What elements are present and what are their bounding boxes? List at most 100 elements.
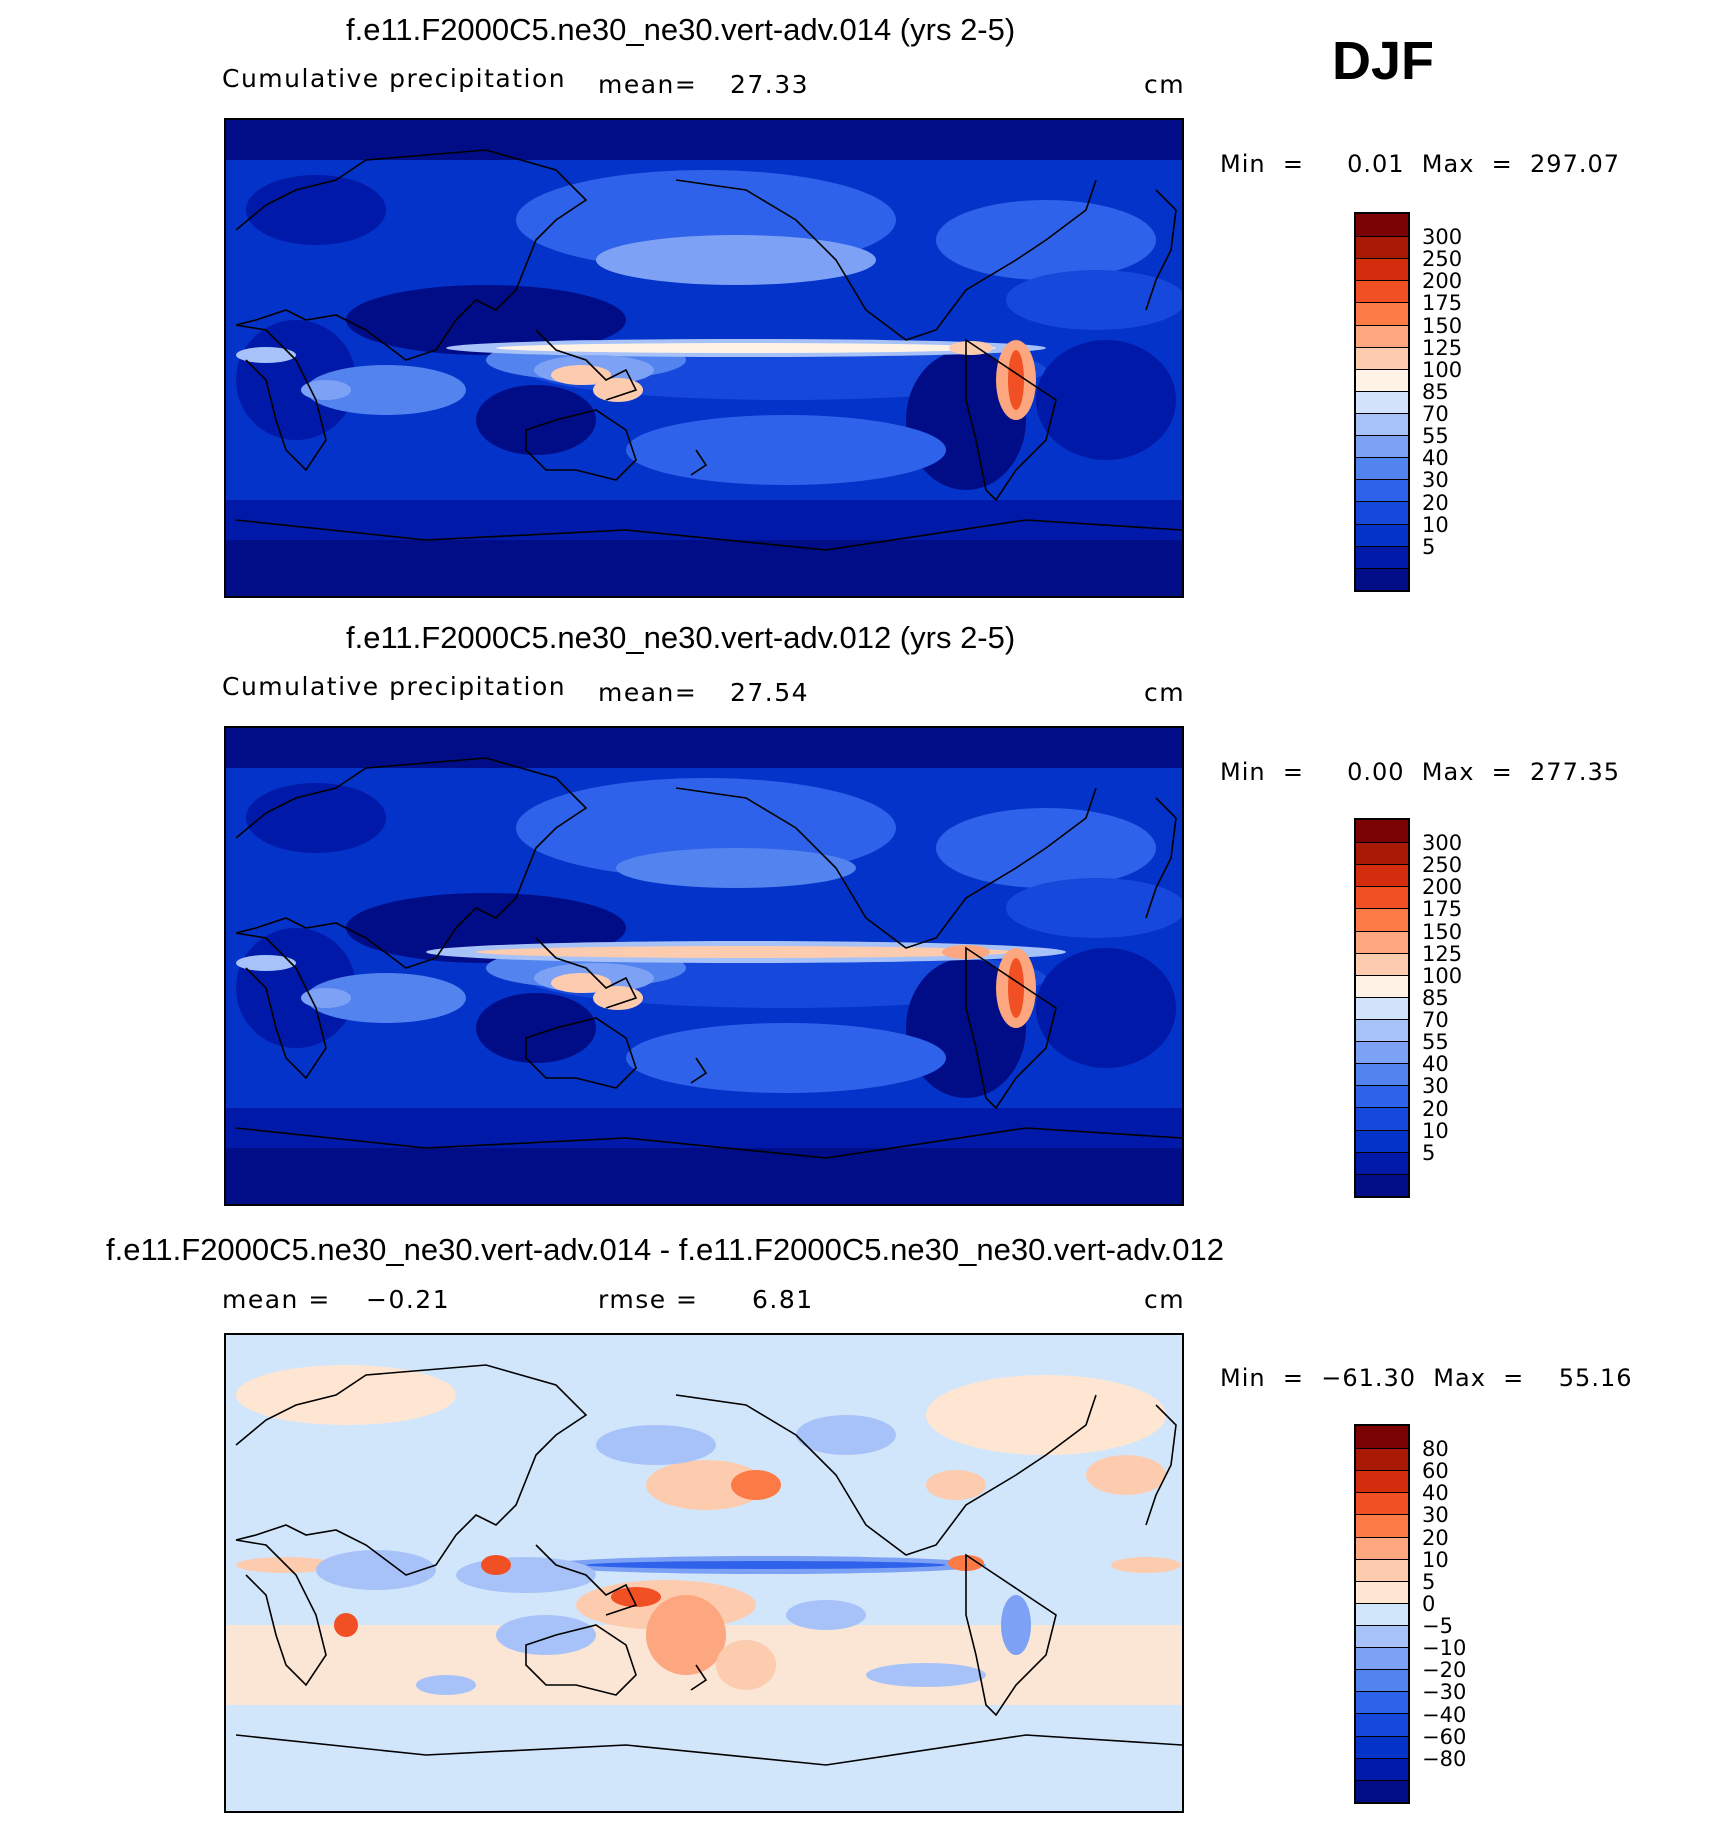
colorbar-3-swatch	[1356, 1713, 1408, 1736]
colorbar-2-swatch	[1356, 1107, 1408, 1130]
panel-3-title: f.e11.F2000C5.ne30_ne30.vert-adv.014 - f…	[106, 1232, 1224, 1267]
colorbar-1-swatch	[1356, 214, 1408, 237]
colorbar-3-tick-label: 0	[1422, 1591, 1436, 1616]
colorbar-2-swatch	[1356, 1085, 1408, 1108]
panel-3-mean-label: mean =	[222, 1285, 331, 1314]
colorbar-1-swatch	[1356, 567, 1408, 590]
colorbar-1-tick-label: 5	[1422, 534, 1436, 559]
colorbar-2-tick-label: 300	[1422, 831, 1463, 856]
colorbar-1-tick-label: 40	[1422, 446, 1449, 471]
colorbar-2-tick-label: 175	[1422, 897, 1463, 922]
panel-3-colorbar	[1354, 1424, 1410, 1804]
colorbar-1-swatch	[1356, 412, 1408, 436]
colorbar-2-swatch	[1356, 952, 1408, 975]
panel-1-min-max: Min = 0.01 Max = 297.07	[1220, 150, 1621, 178]
colorbar-1-swatch	[1356, 479, 1408, 502]
colorbar-3-swatch	[1356, 1647, 1408, 1670]
colorbar-2-swatch	[1356, 864, 1408, 887]
colorbar-2-tick-label: 100	[1422, 963, 1463, 988]
panel-2-units: cm	[1144, 678, 1186, 707]
panel-2-precip-field	[226, 728, 1182, 1204]
colorbar-1-tick-label: 300	[1422, 225, 1463, 250]
panel-1-variable-label: Cumulative precipitation	[222, 64, 567, 93]
colorbar-1-tick-label: 175	[1422, 291, 1463, 316]
colorbar-1-swatch	[1356, 523, 1408, 546]
colorbar-1-swatch	[1356, 280, 1408, 303]
colorbar-3-swatch	[1356, 1735, 1408, 1758]
colorbar-3-swatch	[1356, 1470, 1408, 1493]
colorbar-1-swatch	[1356, 324, 1408, 347]
colorbar-1-tick-label: 100	[1422, 357, 1463, 382]
colorbar-2-swatch	[1356, 1063, 1408, 1086]
panel-2-min-max: Min = 0.00 Max = 277.35	[1220, 758, 1621, 786]
colorbar-2-tick-label: 150	[1422, 919, 1463, 944]
colorbar-3-tick-label: −60	[1422, 1724, 1467, 1749]
colorbar-3-swatch	[1356, 1492, 1408, 1515]
colorbar-3-swatch	[1356, 1602, 1408, 1625]
colorbar-1-swatch	[1356, 435, 1408, 458]
colorbar-1-tick-label: 30	[1422, 468, 1449, 493]
colorbar-3-swatch	[1356, 1691, 1408, 1714]
panel-3-mean-value: −0.21	[366, 1285, 451, 1314]
panel-3-map	[224, 1333, 1184, 1813]
panel-1-mean-value: 27.33	[730, 70, 810, 99]
colorbar-2-swatch	[1356, 1129, 1408, 1152]
panel-3-units: cm	[1144, 1285, 1186, 1314]
colorbar-2-tick-label: 40	[1422, 1052, 1449, 1077]
colorbar-3-tick-label: −20	[1422, 1658, 1467, 1683]
colorbar-3-tick-label: 5	[1422, 1569, 1436, 1594]
colorbar-3-swatch	[1356, 1624, 1408, 1648]
colorbar-3-tick-label: 60	[1422, 1459, 1449, 1484]
colorbar-2-tick-label: 200	[1422, 875, 1463, 900]
colorbar-1-swatch	[1356, 368, 1408, 391]
colorbar-1-tick-label: 20	[1422, 490, 1449, 515]
colorbar-1-tick-label: 125	[1422, 335, 1463, 360]
season-label: DJF	[1332, 31, 1435, 91]
colorbar-3-tick-label: 80	[1422, 1437, 1449, 1462]
panel-1-mean-label: mean=	[598, 70, 698, 99]
panel-2-variable-label: Cumulative precipitation	[222, 672, 567, 701]
colorbar-2-swatch	[1356, 842, 1408, 865]
colorbar-3-swatch	[1356, 1558, 1408, 1581]
colorbar-2-tick-label: 85	[1422, 985, 1449, 1010]
panel-1-units: cm	[1144, 70, 1186, 99]
colorbar-1-swatch	[1356, 346, 1408, 369]
colorbar-1-tick-label: 250	[1422, 247, 1463, 272]
colorbar-1-swatch	[1356, 236, 1408, 259]
colorbar-1-swatch	[1356, 501, 1408, 524]
panel-2-mean-value: 27.54	[730, 678, 810, 707]
colorbar-3-tick-label: −40	[1422, 1702, 1467, 1727]
colorbar-2-tick-label: 30	[1422, 1074, 1449, 1099]
colorbar-2-tick-label: 70	[1422, 1008, 1449, 1033]
colorbar-3-tick-label: 30	[1422, 1503, 1449, 1528]
colorbar-2-swatch	[1356, 1151, 1408, 1174]
colorbar-1-swatch	[1356, 302, 1408, 325]
colorbar-2-swatch	[1356, 1018, 1408, 1042]
panel-3-rmse-value: 6.81	[752, 1285, 814, 1314]
colorbar-3-tick-label: −30	[1422, 1680, 1467, 1705]
panel-1-precip-field	[226, 120, 1182, 596]
colorbar-2-swatch	[1356, 974, 1408, 997]
colorbar-1-tick-label: 200	[1422, 269, 1463, 294]
panel-2-title: f.e11.F2000C5.ne30_ne30.vert-adv.012 (yr…	[346, 620, 1016, 655]
colorbar-3-tick-label: 40	[1422, 1481, 1449, 1506]
colorbar-2-swatch	[1356, 908, 1408, 931]
colorbar-3-swatch	[1356, 1448, 1408, 1471]
panel-2-mean-label: mean=	[598, 678, 698, 707]
colorbar-3-swatch	[1356, 1757, 1408, 1780]
panel-1-map	[224, 118, 1184, 598]
panel-2-map	[224, 726, 1184, 1206]
colorbar-3-tick-label: −5	[1422, 1614, 1453, 1639]
colorbar-1-swatch	[1356, 258, 1408, 281]
panel-1-title: f.e11.F2000C5.ne30_ne30.vert-adv.014 (yr…	[346, 12, 1016, 47]
colorbar-2-tick-label: 5	[1422, 1140, 1436, 1165]
colorbar-2-tick-label: 10	[1422, 1118, 1449, 1143]
colorbar-1-tick-label: 10	[1422, 512, 1449, 537]
panel-1-colorbar	[1354, 212, 1410, 592]
colorbar-3-swatch	[1356, 1426, 1408, 1449]
colorbar-3-tick-label: −10	[1422, 1636, 1467, 1661]
colorbar-2-swatch	[1356, 996, 1408, 1019]
colorbar-2-swatch	[1356, 930, 1408, 953]
panel-3-difference-field	[226, 1335, 1182, 1811]
colorbar-3-swatch	[1356, 1536, 1408, 1559]
